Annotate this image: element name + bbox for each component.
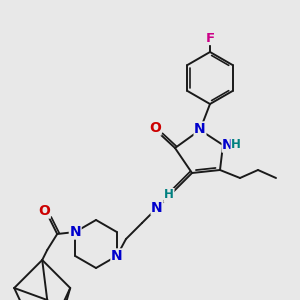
Text: O: O — [38, 204, 50, 218]
Text: H: H — [231, 137, 241, 151]
Text: N: N — [222, 138, 234, 152]
Text: N: N — [69, 225, 81, 239]
Text: N: N — [194, 122, 206, 136]
Text: F: F — [206, 32, 214, 44]
Text: N: N — [111, 249, 123, 263]
Text: H: H — [164, 188, 174, 202]
Text: N: N — [151, 201, 163, 215]
Text: O: O — [149, 121, 161, 135]
